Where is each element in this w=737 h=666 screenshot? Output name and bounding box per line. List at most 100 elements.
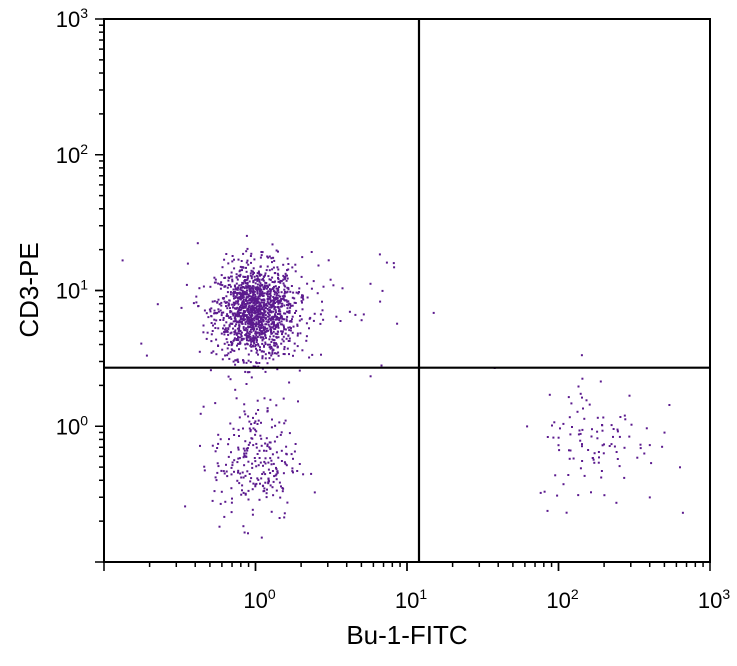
data-point — [379, 300, 382, 303]
data-point — [577, 494, 580, 497]
data-point — [286, 501, 289, 504]
data-point — [247, 316, 249, 319]
data-point — [256, 279, 259, 282]
data-point — [276, 470, 279, 473]
data-point — [271, 352, 274, 354]
data-point — [239, 288, 242, 291]
data-point — [287, 340, 290, 342]
data-point — [246, 328, 249, 331]
data-point — [266, 255, 269, 258]
data-point — [230, 487, 233, 490]
data-point — [238, 324, 241, 327]
data-point — [252, 321, 255, 324]
data-point — [264, 442, 267, 445]
data-point — [244, 299, 247, 302]
data-point — [246, 449, 249, 452]
data-point — [249, 330, 251, 333]
data-point — [250, 338, 253, 341]
data-point — [252, 482, 255, 485]
data-point — [557, 436, 560, 439]
data-point — [251, 318, 254, 321]
data-point — [267, 323, 270, 326]
data-point — [229, 293, 232, 296]
data-point — [296, 332, 299, 335]
data-point — [264, 307, 267, 309]
data-point — [244, 329, 247, 332]
data-point — [259, 285, 262, 288]
data-point — [271, 349, 274, 352]
data-point — [275, 311, 277, 314]
data-point — [214, 312, 217, 314]
data-point — [271, 418, 273, 421]
data-point — [601, 424, 604, 427]
data-point — [232, 339, 235, 342]
data-point — [197, 305, 200, 308]
data-point — [282, 263, 285, 266]
data-point — [283, 328, 286, 330]
data-point — [262, 464, 264, 467]
data-point — [321, 300, 323, 303]
data-point — [228, 303, 231, 306]
data-point — [250, 290, 252, 293]
data-point — [284, 285, 287, 288]
data-point — [297, 400, 299, 403]
data-point — [245, 279, 248, 282]
data-point — [211, 444, 214, 447]
data-point — [276, 330, 279, 333]
data-point — [254, 288, 257, 291]
data-point — [230, 271, 233, 274]
data-point — [239, 265, 242, 268]
data-points — [121, 234, 684, 539]
data-point — [269, 457, 272, 460]
data-point — [263, 449, 265, 452]
data-point — [316, 292, 319, 295]
data-point — [273, 259, 276, 262]
data-point — [246, 289, 248, 292]
data-point — [202, 285, 205, 288]
data-point — [272, 339, 275, 341]
data-point — [583, 417, 586, 420]
data-point — [639, 443, 642, 446]
data-point — [278, 319, 281, 321]
data-point — [269, 310, 271, 313]
data-point — [321, 309, 324, 312]
data-point — [229, 310, 232, 312]
data-point — [269, 294, 272, 297]
data-point — [245, 452, 248, 455]
data-point — [252, 444, 255, 447]
data-point — [225, 321, 228, 324]
x-tick-label: 101 — [395, 586, 427, 613]
data-point — [225, 463, 227, 466]
y-tick-label: 101 — [56, 277, 88, 304]
data-point — [240, 335, 243, 338]
data-point — [559, 427, 561, 430]
data-point — [279, 433, 282, 436]
data-point — [636, 456, 639, 459]
data-point — [253, 328, 256, 330]
data-point — [247, 532, 249, 535]
data-point — [256, 291, 259, 293]
data-point — [256, 339, 258, 342]
data-point — [562, 483, 565, 486]
data-point — [248, 441, 251, 444]
data-point — [255, 299, 258, 302]
data-point — [270, 332, 273, 335]
data-point — [267, 290, 270, 293]
data-point — [239, 311, 242, 314]
data-point — [261, 473, 264, 475]
data-point — [245, 320, 248, 323]
data-point — [238, 284, 241, 287]
data-point — [255, 322, 258, 325]
data-point — [232, 291, 235, 294]
data-point — [267, 477, 270, 480]
data-point — [254, 315, 257, 318]
data-point — [369, 375, 372, 378]
data-point — [290, 285, 293, 287]
data-point — [288, 329, 291, 332]
data-point — [247, 325, 250, 328]
data-point — [380, 364, 383, 367]
data-point — [282, 472, 285, 475]
data-point — [296, 323, 299, 326]
data-point — [253, 296, 256, 299]
data-point — [247, 263, 250, 266]
